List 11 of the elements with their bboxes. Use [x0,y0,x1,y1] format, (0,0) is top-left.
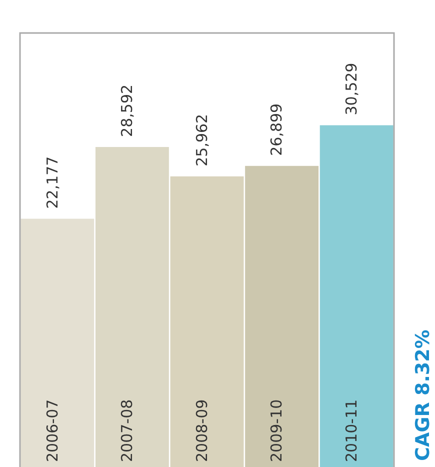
x-tick-label: 2006-07 [43,399,62,462]
data-label: 26,899 [268,103,286,156]
data-label: 25,962 [192,114,211,166]
data-label: 22,177 [43,156,62,209]
x-tick-label: 2008-09 [192,399,211,462]
x-tick-label: 2007-08 [118,399,136,462]
data-label: 28,592 [118,84,136,137]
data-label: 30,529 [342,62,360,116]
x-tick-label: 2009-10 [268,399,286,462]
x-tick-label: 2010-11 [342,399,360,462]
text: CAGR 8.32% [412,330,434,461]
